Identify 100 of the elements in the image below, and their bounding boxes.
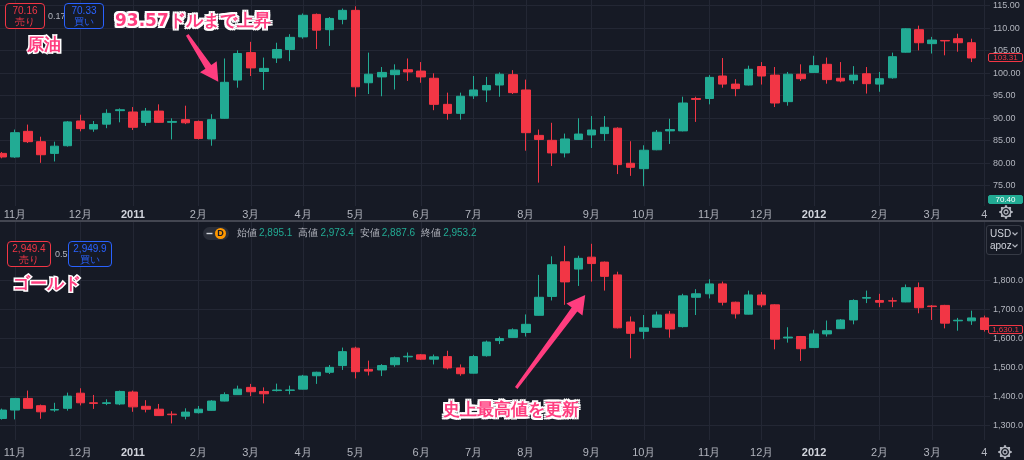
candlestick xyxy=(809,329,819,349)
x-tick-label: 12月 xyxy=(68,207,93,220)
candlestick xyxy=(10,397,20,420)
annotation: 買い xyxy=(80,254,100,265)
candlestick xyxy=(521,313,531,338)
x-tick-label: 11月 xyxy=(3,207,27,220)
candlestick xyxy=(128,390,138,413)
candlestick xyxy=(809,55,819,74)
candlestick xyxy=(298,374,308,390)
candlestick xyxy=(128,106,138,131)
candlestick xyxy=(194,405,203,415)
candlestick xyxy=(351,346,360,379)
candlestick xyxy=(89,394,98,410)
candlestick xyxy=(456,363,465,377)
candlestick xyxy=(587,115,596,149)
candlestick xyxy=(181,105,190,125)
x-tick-label: 7月 xyxy=(464,445,483,458)
candlestick xyxy=(691,96,701,123)
candlestick xyxy=(76,387,85,406)
candlestick xyxy=(338,347,347,371)
text: 70.40 xyxy=(988,195,1023,204)
x-tick-label: 2011 xyxy=(120,207,145,220)
x-tick-label: 12月 xyxy=(750,445,774,458)
annotation: USD xyxy=(990,228,1012,240)
x-tick-label: 5月 xyxy=(347,207,365,220)
x-tick-label: 4 xyxy=(981,207,988,220)
candlestick xyxy=(875,293,884,308)
candlestick xyxy=(495,336,504,345)
annotation: 0.5 xyxy=(55,249,68,259)
candlestick xyxy=(953,317,963,332)
candlestick xyxy=(429,354,439,365)
y-tick-label: 1,300.0 xyxy=(993,420,1024,431)
candlestick xyxy=(272,42,282,64)
candlestick xyxy=(888,297,897,308)
candlestick xyxy=(678,293,688,329)
x-tick-label: 9月 xyxy=(582,445,600,458)
candlestick xyxy=(665,118,675,145)
x-tick-label: 12月 xyxy=(68,445,93,458)
y-tick-label: 95.00 xyxy=(993,90,1016,101)
candlestick xyxy=(403,57,413,82)
candlestick xyxy=(259,57,269,91)
candlestick xyxy=(744,290,753,315)
candlestick xyxy=(338,8,347,25)
buy-button: 2,949.9 買い xyxy=(68,241,112,267)
text: 1,630.1 xyxy=(988,325,1023,335)
candlestick xyxy=(757,61,766,86)
annotation: 2,887.6 xyxy=(381,227,416,238)
candlestick xyxy=(796,335,806,362)
candlestick xyxy=(574,255,583,287)
candlestick xyxy=(953,33,963,53)
annotation: 70.16 xyxy=(12,5,38,16)
candlestick xyxy=(731,301,740,319)
x-tick-label: 10月 xyxy=(632,445,656,458)
x-tick-label: 11月 xyxy=(3,445,27,458)
annotation: 2,895.1 xyxy=(259,227,293,238)
candlestick xyxy=(757,291,766,308)
candlestick xyxy=(940,304,950,329)
x-tick-label: 2月 xyxy=(189,445,207,458)
x-tick-label: 9月 xyxy=(582,207,600,220)
candlestick xyxy=(731,78,740,97)
candlestick xyxy=(220,57,229,120)
candlestick xyxy=(377,363,387,377)
candlestick xyxy=(89,120,98,133)
candlestick xyxy=(154,103,164,124)
candlestick xyxy=(456,92,465,121)
x-tick-label: 6月 xyxy=(412,207,430,220)
candlestick xyxy=(783,71,793,107)
candlestick xyxy=(718,281,727,306)
x-tick-label: 11月 xyxy=(698,207,721,220)
y-tick-label: 1,800.0 xyxy=(993,275,1024,286)
candlestick xyxy=(796,63,806,82)
y-tick-label: 90.00 xyxy=(993,112,1016,123)
candlestick xyxy=(691,288,701,316)
candlestick xyxy=(285,385,295,395)
candlestick xyxy=(783,326,793,344)
candlestick xyxy=(836,61,845,83)
candlestick xyxy=(141,107,151,127)
candlestick xyxy=(560,245,570,306)
y-tick-label: 115.00 xyxy=(993,0,1020,11)
candlestick xyxy=(469,75,478,100)
candlestick xyxy=(508,327,518,339)
annotation: 終値 xyxy=(421,227,442,238)
candlestick xyxy=(469,354,478,374)
candlestick xyxy=(822,57,832,85)
y-tick-label: 110.00 xyxy=(993,22,1020,33)
candlestick xyxy=(63,120,72,148)
candlestick xyxy=(377,66,387,97)
y-tick-label: 1,500.0 xyxy=(993,362,1024,373)
annotation: 2,973.4 xyxy=(320,227,354,238)
candlestick xyxy=(927,36,937,55)
annotation: 2,953.2 xyxy=(443,227,477,238)
candlestick xyxy=(665,310,675,339)
candlestick xyxy=(298,12,308,40)
x-tick-label: 3月 xyxy=(242,207,260,220)
candlestick xyxy=(102,398,111,406)
candlestick xyxy=(443,350,452,370)
annotation: 安値 xyxy=(359,227,380,238)
candlestick xyxy=(613,126,622,175)
text: ゴールド xyxy=(13,272,81,293)
candlestick xyxy=(652,129,662,151)
